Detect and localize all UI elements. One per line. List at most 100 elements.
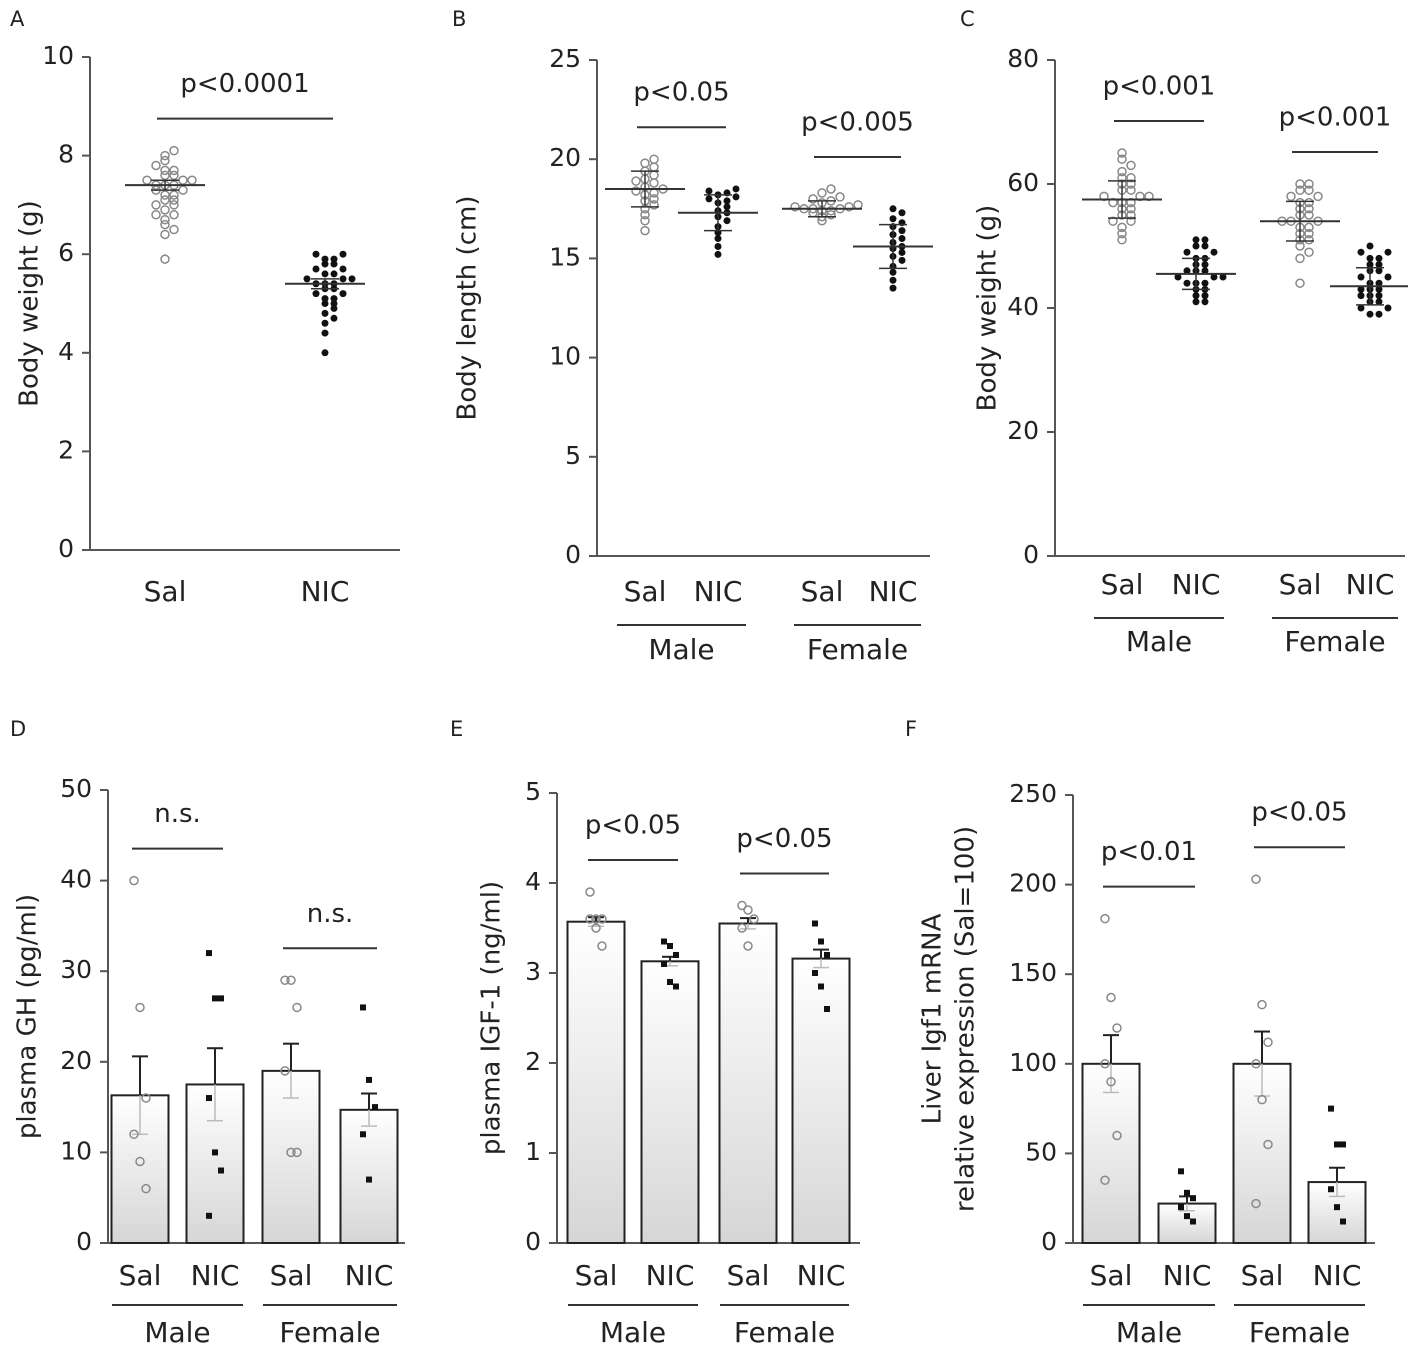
data-point xyxy=(286,975,296,986)
comparison-label: p<0.05 xyxy=(736,824,832,854)
data-point xyxy=(160,205,170,215)
data-point xyxy=(160,155,170,166)
data-point xyxy=(1366,310,1374,318)
data-point xyxy=(160,214,170,225)
data-point xyxy=(1192,292,1200,300)
group-label: Male xyxy=(600,1316,666,1349)
data-point xyxy=(339,265,347,273)
y-tick-label: 4 xyxy=(58,337,74,366)
group-label: Female xyxy=(807,633,908,666)
y-axis-label: plasma GH (pg/ml) xyxy=(13,894,43,1139)
data-point xyxy=(1286,191,1296,202)
comparison-label: p<0.05 xyxy=(585,811,681,841)
y-tick-label: 20 xyxy=(60,1046,92,1075)
y-tick-label: 10 xyxy=(549,342,581,371)
data-point xyxy=(1304,228,1314,239)
data-point xyxy=(1328,1105,1334,1112)
data-point xyxy=(206,950,212,957)
data-point xyxy=(160,165,170,176)
data-point xyxy=(129,1129,139,1140)
data-point xyxy=(898,227,906,235)
data-point xyxy=(1184,1189,1190,1196)
data-point xyxy=(330,255,338,263)
y-tick-label: 20 xyxy=(1007,416,1039,445)
x-tick-label: NIC xyxy=(1163,1259,1212,1292)
data-point xyxy=(1192,236,1200,244)
data-point xyxy=(312,265,320,273)
data-point xyxy=(818,938,824,945)
data-point xyxy=(1304,197,1314,208)
data-point xyxy=(330,300,338,307)
y-axis-label: relative expression (Sal=100) xyxy=(951,826,981,1212)
y-tick-label: 25 xyxy=(549,44,581,73)
data-point xyxy=(1183,279,1191,287)
data-point xyxy=(321,300,329,307)
data-point xyxy=(1375,292,1383,300)
comparison-label: p<0.05 xyxy=(633,78,729,108)
comparison-label: p<0.05 xyxy=(1251,798,1347,828)
data-point xyxy=(280,975,290,986)
data-point xyxy=(169,170,179,181)
data-point xyxy=(330,270,338,278)
data-point xyxy=(723,217,731,225)
data-point xyxy=(1257,1094,1267,1105)
data-point xyxy=(817,188,827,198)
data-point xyxy=(1100,1059,1110,1069)
y-tick-label: 0 xyxy=(565,540,581,569)
x-tick-label: NIC xyxy=(301,575,350,608)
data-point xyxy=(212,1149,218,1156)
data-point xyxy=(1106,1076,1116,1087)
data-point xyxy=(321,309,329,317)
data-point xyxy=(714,250,722,258)
data-point xyxy=(1178,1204,1184,1211)
data-point xyxy=(1190,1195,1196,1202)
data-point xyxy=(321,255,329,263)
data-point xyxy=(1357,292,1365,300)
data-point xyxy=(1384,273,1392,281)
data-point xyxy=(169,200,179,210)
data-point xyxy=(1295,185,1305,195)
x-tick-label: Sal xyxy=(119,1259,162,1292)
data-point xyxy=(1357,285,1365,293)
y-tick-label: 60 xyxy=(1007,168,1039,197)
data-point xyxy=(1117,154,1127,164)
data-point xyxy=(1201,236,1209,244)
comparison-label: p<0.001 xyxy=(1279,103,1392,133)
data-point xyxy=(1178,1168,1184,1175)
data-point xyxy=(1192,242,1200,250)
data-point xyxy=(1384,248,1392,256)
data-point xyxy=(1384,304,1392,312)
data-point xyxy=(169,145,179,156)
data-point xyxy=(151,160,161,171)
data-point xyxy=(790,202,800,212)
data-point xyxy=(141,1183,151,1194)
data-point xyxy=(649,178,659,188)
data-point xyxy=(749,914,759,924)
data-point xyxy=(321,319,329,327)
data-point xyxy=(673,952,679,958)
bar xyxy=(718,922,778,1244)
data-point xyxy=(330,304,338,312)
x-tick-label: Sal xyxy=(270,1259,313,1292)
data-point xyxy=(673,983,679,990)
data-point xyxy=(360,1004,366,1011)
y-tick-label: 0 xyxy=(525,1227,541,1256)
data-point xyxy=(898,209,906,217)
data-point xyxy=(889,284,897,292)
x-tick-label: Sal xyxy=(1241,1259,1284,1292)
data-point xyxy=(1117,228,1127,239)
data-point xyxy=(142,175,152,185)
data-point xyxy=(160,150,170,161)
data-point xyxy=(1183,267,1191,275)
x-tick-label: NIC xyxy=(869,575,918,608)
group-label: Male xyxy=(144,1316,210,1349)
data-point xyxy=(743,941,753,951)
x-tick-label: Sal xyxy=(1101,568,1144,601)
y-tick-label: 100 xyxy=(1009,1048,1057,1077)
data-point xyxy=(169,224,179,235)
data-point xyxy=(597,941,607,951)
y-tick-label: 5 xyxy=(525,777,541,806)
data-point xyxy=(1295,253,1305,264)
data-point xyxy=(135,1156,145,1167)
